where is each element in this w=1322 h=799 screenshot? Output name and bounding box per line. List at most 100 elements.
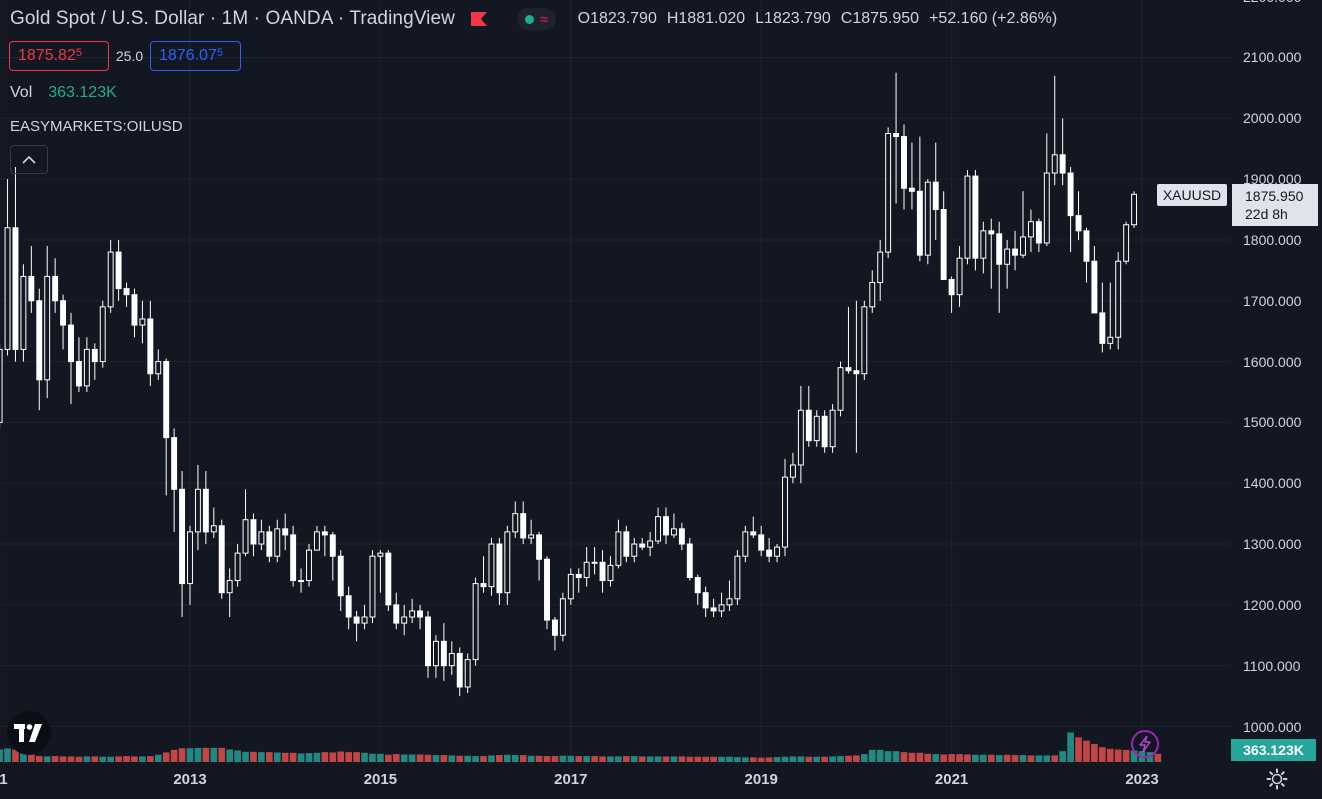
candle-body (956, 257, 963, 296)
symbol-title[interactable]: Gold Spot / U.S. Dollar · 1M · OANDA · T… (10, 8, 455, 29)
volume-bar (757, 757, 765, 762)
ohlc-values: O1823.790 H1881.020 L1823.790 C1875.950 … (578, 10, 1058, 28)
comparison-symbol[interactable]: EASYMARKETS:OILUSD (10, 118, 183, 135)
candle (99, 300, 106, 368)
candle-body (972, 175, 979, 259)
candle (853, 300, 860, 453)
candle-body (234, 552, 241, 582)
candle (179, 471, 186, 618)
volume-bar (1106, 748, 1114, 762)
time-axis-tick: 11 (0, 771, 8, 788)
candle (766, 537, 773, 563)
candle (670, 513, 677, 538)
candle-body (916, 190, 923, 256)
flag-icon[interactable] (470, 12, 487, 26)
candle-body (202, 488, 209, 533)
volume-bar (630, 756, 638, 762)
volume-bar (1011, 755, 1019, 762)
candle (456, 647, 463, 697)
volume-bar (853, 755, 860, 762)
volume-bar (281, 752, 289, 762)
gear-icon[interactable] (1266, 768, 1288, 790)
candle-body (369, 555, 376, 618)
volume-bar (4, 748, 11, 762)
volume-bar (289, 752, 297, 762)
volume-bar (313, 752, 321, 762)
chart-header: Gold Spot / U.S. Dollar · 1M · OANDA · T… (10, 6, 1057, 32)
volume-bar (972, 754, 979, 762)
candle (107, 239, 114, 313)
volume-bar (940, 754, 947, 762)
volume-bar (321, 752, 329, 762)
volume-bar (726, 756, 733, 762)
bolt-button[interactable] (1131, 730, 1159, 758)
candle-body (353, 616, 360, 624)
time-axis-tick: 2017 (554, 771, 588, 788)
bolt-icon (1139, 736, 1151, 752)
candle (575, 568, 582, 593)
candle (742, 525, 749, 563)
candle-body (885, 133, 892, 253)
volume-bar (131, 756, 138, 762)
candle-body (980, 230, 987, 259)
candle-body (702, 592, 709, 609)
volume-legend[interactable]: Vol 363.123K (10, 84, 117, 102)
volume-bar (59, 756, 67, 762)
volume-bar (12, 749, 19, 762)
volume-bar (924, 753, 932, 762)
candle-body (179, 488, 186, 585)
candle-body (686, 543, 693, 578)
candle (631, 537, 638, 563)
candle-body (1123, 224, 1130, 262)
volume-bar (1130, 750, 1138, 762)
volume-bar (194, 747, 202, 762)
candle (639, 537, 646, 551)
buy-price-tail: 5 (216, 47, 223, 59)
volume-bar (496, 755, 503, 762)
candle-body (940, 209, 947, 280)
candle-body (329, 534, 336, 557)
volume-bar (916, 752, 924, 762)
candle (258, 519, 265, 551)
candle (528, 519, 535, 545)
volume-bar (35, 756, 43, 762)
sell-price-main: 1875.82 (18, 47, 76, 64)
buy-button[interactable]: 1876.07 5 (150, 41, 241, 71)
sell-button[interactable]: 1875.82 5 (9, 41, 109, 71)
candle-body (734, 555, 741, 600)
candle-body (710, 607, 717, 612)
volume-bar (353, 752, 360, 762)
candle (187, 525, 193, 605)
candle (345, 586, 352, 630)
price-axis-tick: 1900.000 (1243, 171, 1302, 188)
collapse-legend-button[interactable] (10, 145, 48, 174)
candle-body (924, 181, 931, 256)
candle (916, 136, 923, 262)
candle (901, 124, 907, 210)
candle (512, 501, 519, 538)
candle-body (28, 275, 35, 302)
candle-body (321, 531, 328, 536)
candle-body (877, 251, 884, 284)
volume-bar (995, 755, 1003, 762)
market-status-pill[interactable]: ≈ (516, 8, 556, 30)
ohlc-change: +52.160 (+2.86%) (929, 10, 1058, 27)
volume-bar (1067, 732, 1074, 762)
volume-bar (607, 756, 614, 762)
volume-bar (1035, 755, 1043, 762)
volume-label: Vol (10, 84, 33, 101)
last-price-value: 1875.950 (1245, 188, 1304, 204)
volume-bar (400, 754, 408, 762)
tradingview-logo[interactable] (7, 711, 51, 755)
candle-body (385, 552, 392, 606)
candle (290, 525, 297, 587)
volume-bar (781, 756, 789, 762)
candle-body (766, 549, 773, 557)
candle-body (964, 175, 971, 259)
volume-bar (718, 756, 725, 762)
volume-bar (361, 752, 368, 762)
candle (417, 604, 424, 630)
volume-bar (147, 756, 154, 762)
price-axis-tick: 1000.000 (1243, 718, 1302, 735)
